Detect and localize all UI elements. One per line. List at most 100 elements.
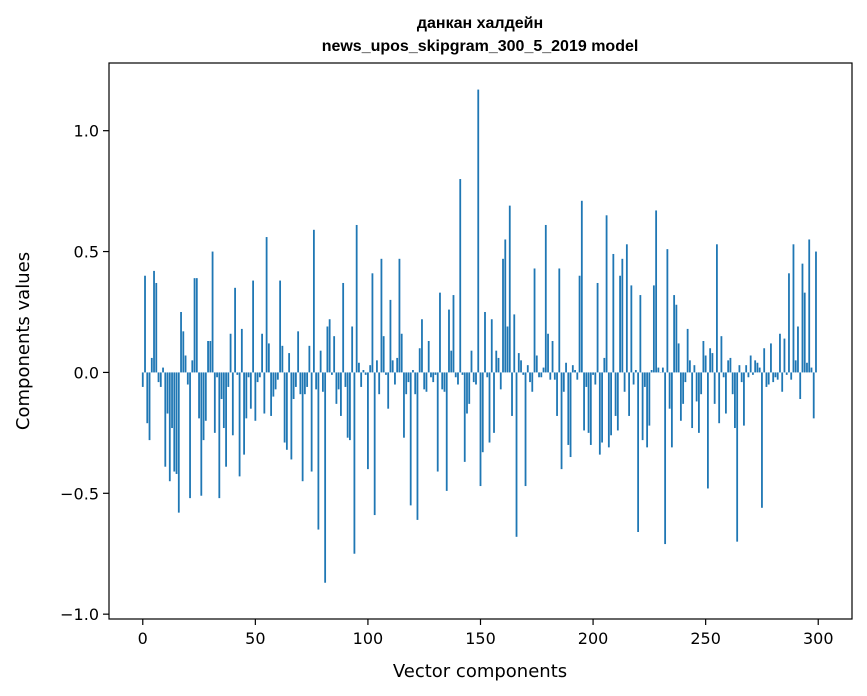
bar — [231, 372, 234, 436]
bar — [556, 372, 558, 416]
bar — [594, 372, 597, 385]
x-tick-label: 50 — [245, 629, 265, 648]
bar — [720, 336, 723, 373]
bar — [493, 372, 495, 433]
bar — [434, 372, 437, 375]
bar — [655, 210, 658, 373]
bar — [288, 353, 291, 373]
bar — [526, 365, 529, 373]
bar — [326, 326, 329, 373]
bar — [797, 326, 799, 373]
bar — [677, 343, 680, 373]
bar — [729, 357, 732, 373]
bar — [416, 372, 419, 520]
bar — [610, 372, 612, 436]
bar — [400, 333, 403, 373]
bar — [479, 372, 482, 487]
bar — [783, 338, 786, 373]
bar — [247, 372, 250, 378]
bar — [754, 360, 757, 373]
bar — [331, 372, 333, 375]
bar — [466, 372, 468, 414]
bar — [673, 295, 676, 373]
bar — [603, 357, 606, 373]
bar — [707, 372, 709, 489]
bar — [452, 295, 455, 373]
bar — [488, 372, 491, 443]
bar — [772, 372, 775, 383]
bar — [695, 372, 698, 402]
bar — [301, 372, 304, 482]
bar — [616, 372, 619, 431]
bar — [648, 372, 651, 426]
bar — [432, 372, 435, 383]
bar — [560, 372, 563, 470]
bar — [495, 350, 498, 373]
bar — [702, 341, 705, 373]
bar — [191, 360, 194, 373]
bar — [171, 372, 173, 429]
bar — [508, 205, 511, 373]
bar — [639, 295, 642, 373]
bar — [391, 360, 394, 373]
bar — [668, 372, 671, 409]
bar — [535, 355, 538, 373]
bar — [254, 372, 257, 421]
bar — [340, 372, 342, 416]
bar — [623, 372, 626, 392]
bar — [598, 372, 601, 455]
y-axis-label: Components values — [13, 252, 34, 430]
bar — [373, 372, 376, 516]
bar — [303, 372, 306, 395]
bar — [162, 367, 164, 373]
bar — [686, 328, 689, 373]
bar — [565, 362, 567, 373]
bar — [504, 239, 507, 373]
bar — [641, 372, 644, 441]
bar — [484, 311, 486, 373]
bar — [236, 372, 239, 375]
bar — [704, 355, 707, 373]
y-tick-label: −1.0 — [60, 605, 99, 624]
bar — [637, 372, 640, 532]
bar — [216, 372, 218, 378]
bar — [709, 348, 712, 373]
bar — [328, 319, 331, 373]
bar — [601, 372, 603, 443]
y-tick-label: 0.5 — [74, 243, 99, 262]
bar — [369, 365, 372, 373]
bar — [436, 372, 439, 472]
bar — [441, 372, 444, 390]
x-axis-ticks: 0 50 100 150 200 250 300 — [138, 619, 834, 648]
bar — [403, 372, 405, 438]
bar — [308, 345, 311, 373]
bar — [587, 372, 590, 433]
bar — [661, 367, 664, 373]
bar — [159, 372, 162, 387]
bar — [227, 372, 230, 387]
bar — [551, 341, 554, 373]
bar — [234, 287, 236, 373]
bar — [688, 360, 691, 373]
bar — [421, 319, 423, 373]
bar — [283, 372, 286, 443]
bar — [222, 372, 225, 429]
bar — [274, 372, 277, 390]
bar — [774, 372, 777, 378]
bar — [412, 370, 414, 373]
bar — [502, 258, 504, 373]
bar — [207, 341, 209, 373]
bar — [700, 372, 703, 395]
bar — [481, 372, 484, 453]
bar — [243, 372, 245, 455]
bar — [182, 331, 185, 373]
bar — [569, 372, 572, 458]
bar — [184, 355, 187, 373]
bar — [679, 372, 682, 421]
bar — [355, 224, 358, 373]
bar — [522, 372, 525, 375]
bar — [389, 299, 392, 373]
bar — [394, 372, 396, 385]
bar — [166, 372, 169, 414]
bar — [799, 372, 802, 400]
